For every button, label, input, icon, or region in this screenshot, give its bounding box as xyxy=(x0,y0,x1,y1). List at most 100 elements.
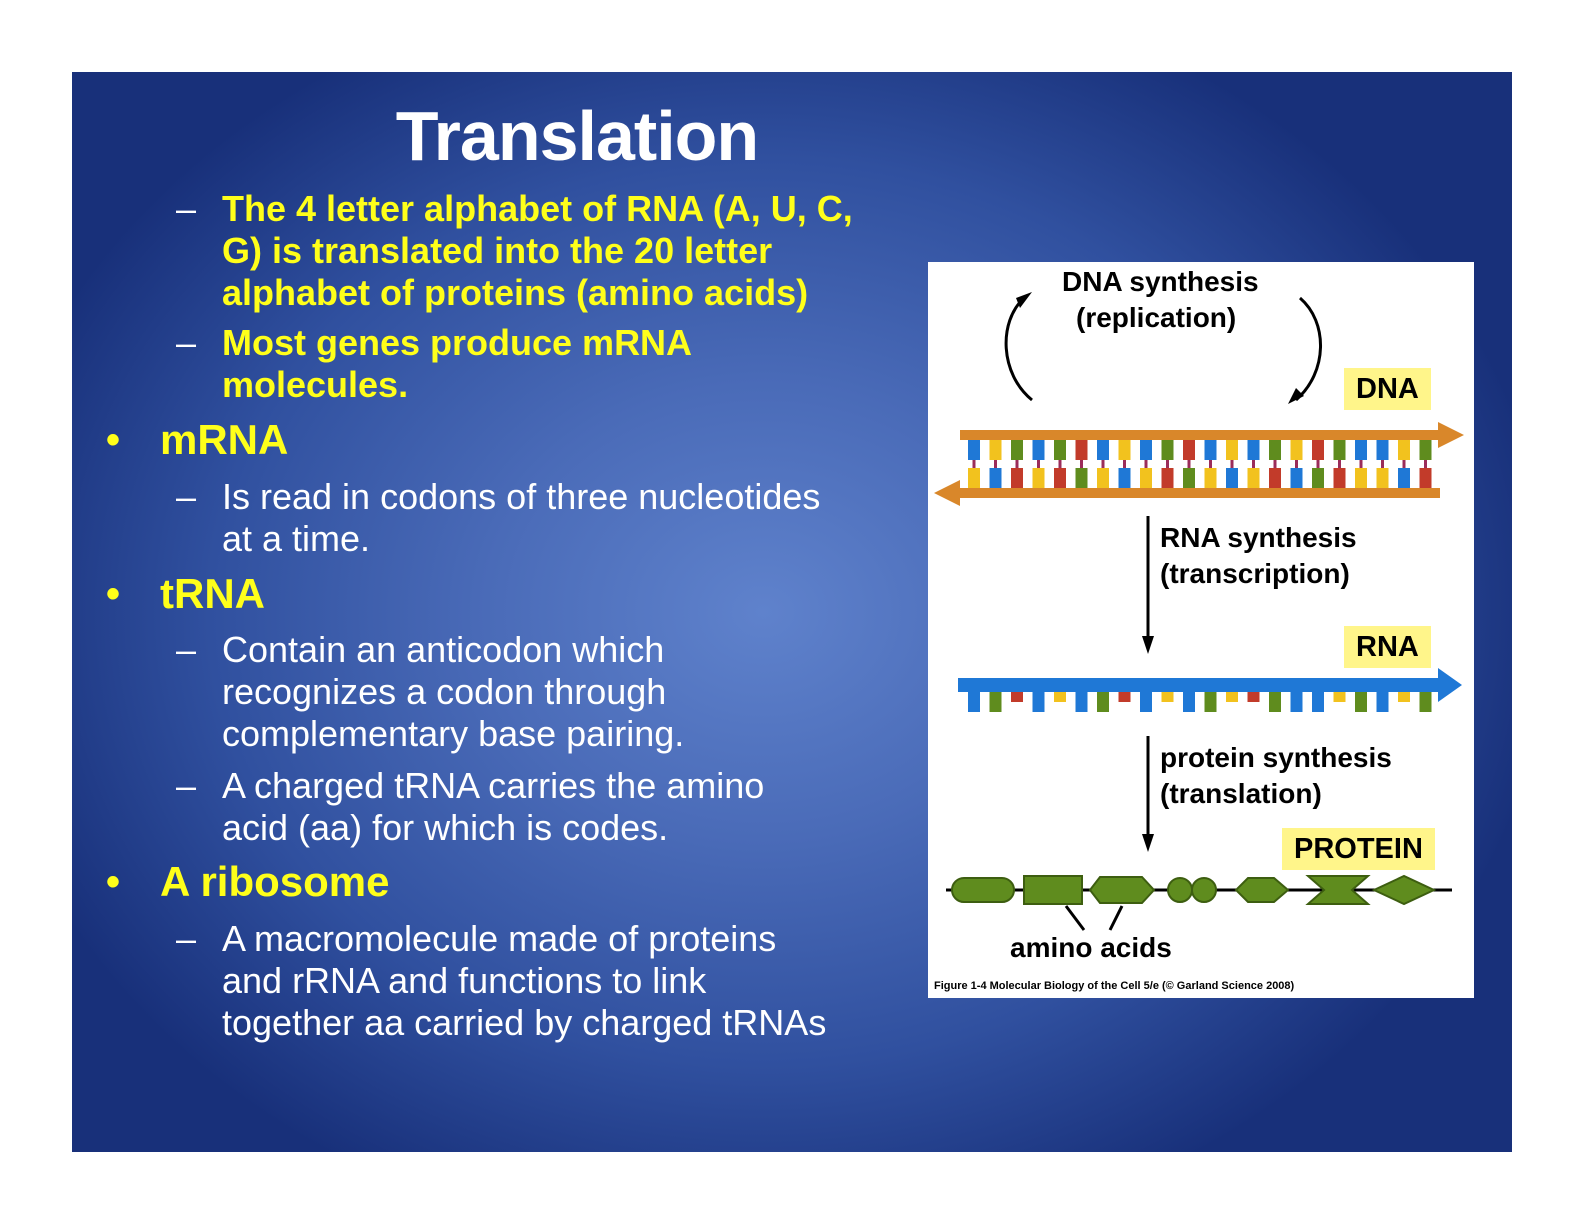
dna-base-top xyxy=(1097,440,1109,460)
amino-acid-1 xyxy=(951,877,1015,903)
rna-base xyxy=(1333,692,1346,702)
amino-acid-3 xyxy=(1088,876,1156,904)
dna-base-top xyxy=(1183,440,1195,460)
slide-title: Translation xyxy=(395,97,759,175)
dna-base-bottom xyxy=(1333,468,1346,488)
rna-base xyxy=(1011,692,1023,702)
section-heading-mrna: mRNA xyxy=(160,416,289,463)
rna-base xyxy=(1419,692,1432,712)
rna-arrowhead xyxy=(1438,668,1462,702)
dna-base-bottom xyxy=(1032,468,1045,488)
replication-label: (replication) xyxy=(1076,302,1237,333)
dna-top-arrowhead xyxy=(1438,422,1464,448)
mrna-point-1-line-1: Is read in codons of three nucleotides xyxy=(222,476,821,517)
amino-acids-label: amino acids xyxy=(1010,932,1172,963)
dna-base-top xyxy=(1032,440,1045,460)
trna-point-2-line-1: A charged tRNA carries the amino xyxy=(222,765,765,806)
rna-base xyxy=(968,692,980,712)
dna-base-bottom xyxy=(1183,468,1195,488)
protein-tag: PROTEIN xyxy=(1282,828,1435,870)
intro-point-1-line-3: alphabet of proteins (amino acids) xyxy=(222,272,809,313)
dna-base-top xyxy=(1011,440,1023,460)
protein-synthesis-label: protein synthesis xyxy=(1160,742,1392,773)
dash-marker: – xyxy=(176,322,197,363)
rna-synthesis-label: RNA synthesis xyxy=(1160,522,1357,553)
dna-base-top xyxy=(1312,440,1324,460)
dna-base-top xyxy=(1376,440,1389,460)
dash-marker: – xyxy=(176,918,197,959)
rna-base xyxy=(1161,692,1174,702)
dna-base-top xyxy=(1054,440,1066,460)
dash-marker: – xyxy=(176,765,197,806)
rna-base xyxy=(1204,692,1217,712)
rna-base xyxy=(989,692,1002,712)
intro-point-2-line-2: molecules. xyxy=(222,364,409,405)
intro-point-2-line-1: Most genes produce mRNA xyxy=(222,322,693,363)
dna-base-bottom xyxy=(1355,468,1367,488)
dna-base-bottom xyxy=(1419,468,1432,488)
rna-base xyxy=(1269,692,1281,712)
rna-base xyxy=(1376,692,1389,712)
replication-arrowhead-left xyxy=(1016,292,1032,308)
amino-acids-pointer-2 xyxy=(1108,905,1124,931)
rna-base xyxy=(1312,692,1324,712)
rna-base xyxy=(1032,692,1045,712)
amino-acid-7 xyxy=(1371,874,1437,906)
rna-base xyxy=(1355,692,1367,712)
dna-base-bottom xyxy=(1204,468,1217,488)
rna-base xyxy=(1226,692,1238,702)
bullet-marker: • xyxy=(106,418,121,462)
rna-base xyxy=(1247,692,1260,702)
dna-base-bottom xyxy=(1290,468,1303,488)
translation-arrowhead xyxy=(1142,834,1154,852)
dna-base-top xyxy=(968,440,980,460)
transcription-label: (transcription) xyxy=(1160,558,1350,589)
translation-label: (translation) xyxy=(1160,778,1322,809)
rna-base xyxy=(1140,692,1152,712)
dna-base-top xyxy=(1140,440,1152,460)
ribosome-point-1-line-2: and rRNA and functions to link xyxy=(222,960,707,1001)
amino-acid-5 xyxy=(1234,877,1290,903)
replication-arrow-right xyxy=(1295,296,1322,402)
amino-acids-pointer-1 xyxy=(1064,905,1086,931)
dash-marker: – xyxy=(176,629,197,670)
dna-double-strand xyxy=(934,422,1464,506)
figure-drawing xyxy=(934,292,1464,931)
dna-base-top xyxy=(1290,440,1303,460)
dna-base-bottom xyxy=(1312,468,1324,488)
dna-base-bottom xyxy=(1269,468,1281,488)
dna-base-bottom xyxy=(1097,468,1109,488)
section-heading-trna: tRNA xyxy=(160,570,265,617)
rna-strand xyxy=(958,668,1462,712)
amino-acid-6 xyxy=(1305,875,1371,905)
dna-base-bottom xyxy=(1054,468,1066,488)
section-heading-ribosome: A ribosome xyxy=(160,858,390,905)
dna-base-bottom xyxy=(1247,468,1260,488)
amino-acid-2 xyxy=(1023,875,1083,905)
rna-backbone xyxy=(958,678,1440,692)
dash-marker: – xyxy=(176,476,197,517)
dna-base-top xyxy=(1269,440,1281,460)
trna-point-1-line-1: Contain an anticodon which xyxy=(222,629,665,670)
dna-base-top xyxy=(1161,440,1174,460)
trna-point-2-line-2: acid (aa) for which is codes. xyxy=(222,807,669,848)
dna-base-bottom xyxy=(1376,468,1389,488)
dna-base-bottom xyxy=(968,468,980,488)
intro-point-1-line-1: The 4 letter alphabet of RNA (A, U, C, xyxy=(222,188,853,229)
dna-base-bottom xyxy=(1161,468,1174,488)
rna-base xyxy=(1054,692,1066,702)
central-dogma-figure: DNA synthesis (replication) DNA RNA synt… xyxy=(928,262,1474,998)
dna-base-top xyxy=(1247,440,1260,460)
protein-chain xyxy=(946,874,1452,931)
transcription-arrowhead xyxy=(1142,636,1154,654)
dna-base-bottom xyxy=(1075,468,1088,488)
dna-base-bottom xyxy=(1140,468,1152,488)
rna-tag: RNA xyxy=(1344,626,1431,668)
replication-arrowhead-right xyxy=(1288,388,1304,404)
trna-point-1-line-2: recognizes a codon through xyxy=(222,671,667,712)
rna-base xyxy=(1290,692,1303,712)
bullet-marker: • xyxy=(106,572,121,616)
slide: Translation – The 4 letter alphabet of R… xyxy=(72,72,1512,1152)
trna-point-1-line-3: complementary base pairing. xyxy=(222,713,685,754)
dna-bottom-arrowhead xyxy=(934,480,960,506)
